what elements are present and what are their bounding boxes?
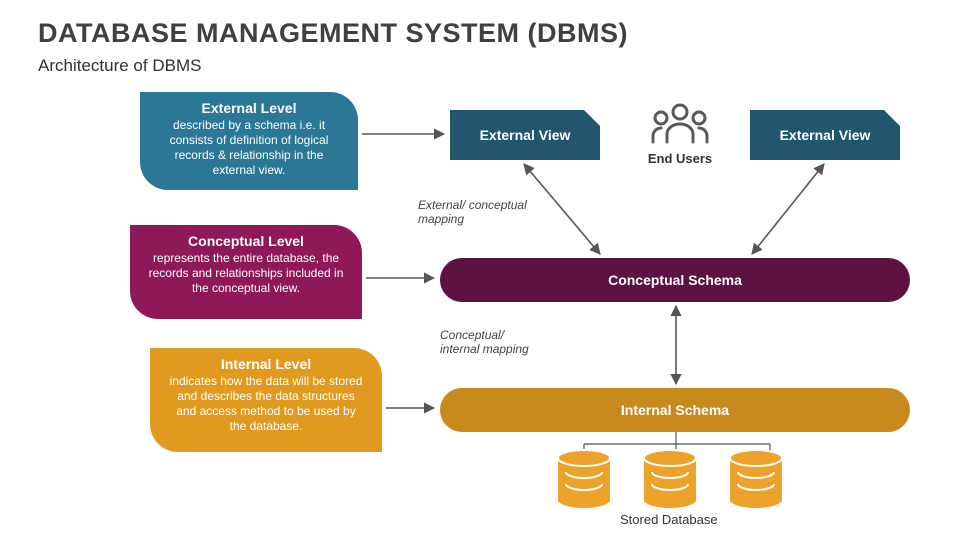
card-conceptual-title: Conceptual Level [148,233,344,249]
page-title: DATABASE MANAGEMENT SYSTEM (DBMS) [38,18,628,49]
label-conceptual-internal-mapping: Conceptual/ internal mapping [440,328,529,357]
database-cylinder-icon [642,448,698,515]
card-internal-title: Internal Level [168,356,364,372]
stored-database-row [556,448,784,515]
database-cylinder-icon [728,448,784,515]
card-internal-body: indicates how the data will be stored an… [168,374,364,434]
label-external-conceptual-mapping: External/ conceptual mapping [418,198,527,227]
node-internal-schema: Internal Schema [440,388,910,432]
label-ec-line2: mapping [418,212,464,226]
card-external-title: External Level [158,100,340,116]
node-external-view-right-label: External View [780,127,871,143]
node-external-view-left-label: External View [480,127,571,143]
users-icon [647,102,713,146]
stored-database-label: Stored Database [620,512,718,527]
node-internal-schema-label: Internal Schema [621,402,729,418]
card-external-body: described by a schema i.e. it consists o… [158,118,340,178]
card-internal-level: Internal Level indicates how the data wi… [150,348,382,452]
database-cylinder-icon [556,448,612,515]
card-conceptual-level: Conceptual Level represents the entire d… [130,225,362,319]
label-ec-line1: External/ conceptual [418,198,527,212]
node-external-view-left: External View [450,110,600,160]
label-ci-line2: internal mapping [440,342,529,356]
card-external-level: External Level described by a schema i.e… [140,92,358,190]
node-conceptual-schema: Conceptual Schema [440,258,910,302]
node-external-view-right: External View [750,110,900,160]
end-users: End Users [640,102,720,166]
label-ci-line1: Conceptual/ [440,328,504,342]
node-conceptual-schema-label: Conceptual Schema [608,272,742,288]
card-conceptual-body: represents the entire database, the reco… [148,251,344,296]
end-users-label: End Users [640,151,720,166]
diagram-stage: DATABASE MANAGEMENT SYSTEM (DBMS) Archit… [0,0,960,540]
page-subtitle: Architecture of DBMS [38,56,201,76]
